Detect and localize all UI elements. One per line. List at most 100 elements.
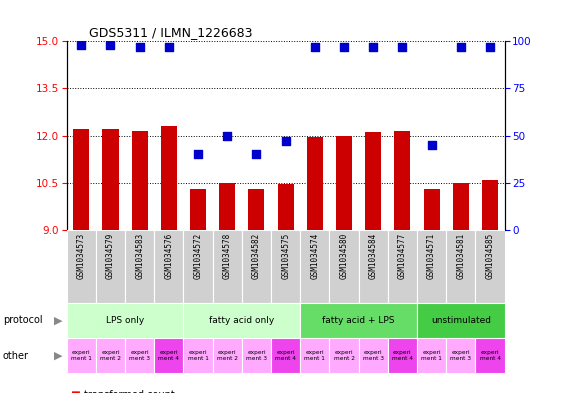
Bar bbox=[67, 303, 183, 338]
Bar bbox=[336, 136, 352, 230]
Text: GSM1034582: GSM1034582 bbox=[252, 233, 261, 279]
Bar bbox=[394, 131, 411, 230]
Bar bbox=[67, 338, 96, 373]
Text: GSM1034583: GSM1034583 bbox=[135, 233, 144, 279]
Text: experi
ment 2: experi ment 2 bbox=[100, 350, 121, 361]
Text: GDS5311 / ILMN_1226683: GDS5311 / ILMN_1226683 bbox=[89, 26, 252, 39]
Point bbox=[339, 44, 349, 50]
Text: experi
ment 3: experi ment 3 bbox=[450, 350, 472, 361]
Bar bbox=[417, 338, 446, 373]
Bar bbox=[329, 338, 358, 373]
Point bbox=[252, 151, 261, 158]
Text: experi
ment 1: experi ment 1 bbox=[71, 350, 92, 361]
Bar bbox=[446, 230, 476, 303]
Point bbox=[310, 44, 320, 50]
Text: GSM1034572: GSM1034572 bbox=[194, 233, 202, 279]
Bar bbox=[125, 230, 154, 303]
Bar bbox=[365, 132, 381, 230]
Text: GSM1034580: GSM1034580 bbox=[339, 233, 349, 279]
Text: GSM1034571: GSM1034571 bbox=[427, 233, 436, 279]
Bar bbox=[417, 303, 505, 338]
Text: ▶: ▶ bbox=[54, 315, 62, 325]
Point bbox=[485, 44, 495, 50]
Text: GSM1034573: GSM1034573 bbox=[77, 233, 86, 279]
Bar bbox=[423, 189, 440, 230]
Bar bbox=[73, 129, 89, 230]
Text: experi
ment 1: experi ment 1 bbox=[421, 350, 442, 361]
Bar bbox=[219, 183, 235, 230]
Point bbox=[164, 44, 173, 50]
Bar bbox=[482, 180, 498, 230]
Text: experi
ment 2: experi ment 2 bbox=[334, 350, 354, 361]
Bar bbox=[242, 230, 271, 303]
Point bbox=[106, 42, 115, 48]
Text: GSM1034576: GSM1034576 bbox=[164, 233, 173, 279]
Bar bbox=[103, 129, 118, 230]
Text: experi
ment 3: experi ment 3 bbox=[246, 350, 267, 361]
Bar bbox=[96, 230, 125, 303]
Text: fatty acid + LPS: fatty acid + LPS bbox=[322, 316, 395, 325]
Text: experi
ment 3: experi ment 3 bbox=[129, 350, 150, 361]
Text: unstimulated: unstimulated bbox=[431, 316, 491, 325]
Bar bbox=[446, 338, 476, 373]
Bar bbox=[358, 338, 388, 373]
Text: experi
ment 2: experi ment 2 bbox=[217, 350, 238, 361]
Text: experi
ment 4: experi ment 4 bbox=[275, 350, 296, 361]
Text: ▶: ▶ bbox=[54, 351, 62, 361]
Bar bbox=[183, 303, 300, 338]
Bar bbox=[213, 230, 242, 303]
Text: GSM1034579: GSM1034579 bbox=[106, 233, 115, 279]
Point bbox=[281, 138, 291, 144]
Text: transformed count: transformed count bbox=[84, 390, 175, 393]
Bar bbox=[388, 230, 417, 303]
Bar bbox=[358, 230, 388, 303]
Bar bbox=[329, 230, 358, 303]
Text: GSM1034585: GSM1034585 bbox=[485, 233, 495, 279]
Bar bbox=[96, 338, 125, 373]
Bar bbox=[190, 189, 206, 230]
Point bbox=[135, 44, 144, 50]
Text: experi
ment 1: experi ment 1 bbox=[304, 350, 325, 361]
Text: GSM1034577: GSM1034577 bbox=[398, 233, 407, 279]
Bar bbox=[183, 338, 213, 373]
Point bbox=[456, 44, 466, 50]
Bar bbox=[388, 338, 417, 373]
Point bbox=[369, 44, 378, 50]
Bar bbox=[300, 230, 329, 303]
Bar bbox=[476, 338, 505, 373]
Bar bbox=[67, 230, 96, 303]
Bar bbox=[271, 338, 300, 373]
Point bbox=[193, 151, 203, 158]
Text: protocol: protocol bbox=[3, 315, 42, 325]
Bar bbox=[125, 338, 154, 373]
Text: experi
ment 1: experi ment 1 bbox=[188, 350, 208, 361]
Text: ■: ■ bbox=[70, 390, 79, 393]
Bar bbox=[453, 183, 469, 230]
Bar bbox=[154, 230, 183, 303]
Text: other: other bbox=[3, 351, 29, 361]
Text: GSM1034581: GSM1034581 bbox=[456, 233, 465, 279]
Bar bbox=[161, 126, 177, 230]
Bar bbox=[300, 338, 329, 373]
Text: GSM1034575: GSM1034575 bbox=[281, 233, 290, 279]
Bar bbox=[476, 230, 505, 303]
Bar bbox=[213, 338, 242, 373]
Point bbox=[398, 44, 407, 50]
Text: LPS only: LPS only bbox=[106, 316, 144, 325]
Text: experi
ment 4: experi ment 4 bbox=[480, 350, 501, 361]
Point bbox=[223, 132, 232, 139]
Text: GSM1034574: GSM1034574 bbox=[310, 233, 320, 279]
Bar bbox=[248, 189, 264, 230]
Bar bbox=[307, 137, 323, 230]
Point bbox=[427, 142, 436, 148]
Text: fatty acid only: fatty acid only bbox=[209, 316, 274, 325]
Text: experi
ment 3: experi ment 3 bbox=[362, 350, 384, 361]
Text: GSM1034578: GSM1034578 bbox=[223, 233, 232, 279]
Bar bbox=[278, 184, 293, 230]
Text: experi
ment 4: experi ment 4 bbox=[392, 350, 413, 361]
Bar bbox=[154, 338, 183, 373]
Text: GSM1034584: GSM1034584 bbox=[369, 233, 378, 279]
Bar bbox=[300, 303, 417, 338]
Bar bbox=[417, 230, 446, 303]
Bar bbox=[183, 230, 213, 303]
